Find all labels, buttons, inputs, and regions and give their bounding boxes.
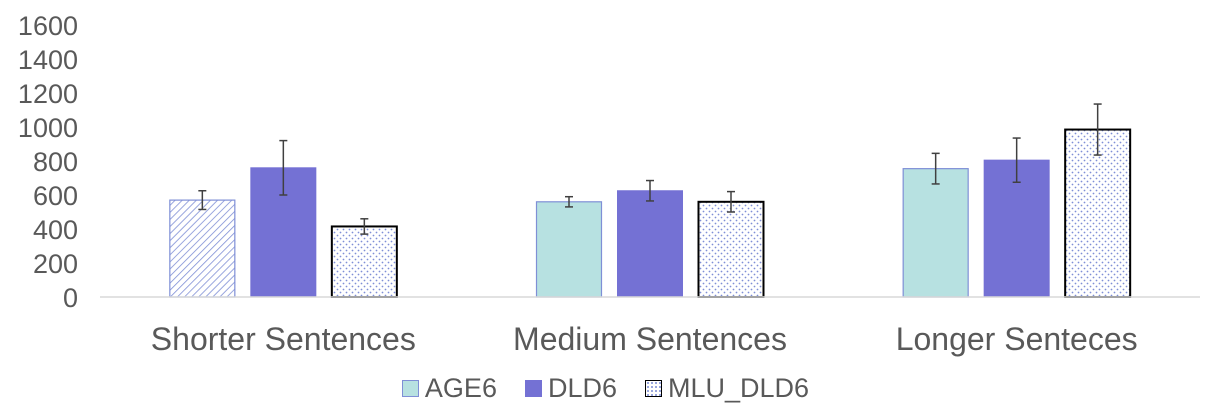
legend-label-dld6: DLD6: [547, 372, 617, 403]
bar-age6: [169, 199, 236, 298]
legend: AGE6 DLD6 MLU_DLD6: [0, 372, 1211, 404]
x-category-label: Longer Senteces: [896, 321, 1138, 357]
error-bar: [1012, 137, 1021, 183]
y-tick-label: 200: [33, 249, 78, 279]
error-bar: [279, 139, 288, 196]
legend-item-mlu-dld6: MLU_DLD6: [645, 372, 810, 403]
y-tick-label: 1400: [18, 45, 78, 75]
y-tick-label: 600: [33, 181, 78, 211]
y-tick-label: 1000: [18, 113, 78, 143]
legend-label-mlu-dld6: MLU_DLD6: [668, 372, 810, 403]
bars: [169, 128, 1132, 298]
legend-swatch-age6: [401, 379, 419, 397]
error-bar: [646, 179, 654, 202]
legend-item-age6: AGE6: [401, 372, 497, 403]
error-bars: [198, 103, 1102, 235]
error-bar: [727, 190, 735, 213]
bar-dld6: [617, 190, 683, 298]
x-axis-labels: Shorter Sentences Medium Sentences Longer …: [151, 321, 1138, 357]
error-bar: [1093, 103, 1102, 156]
bar-mlu-dld6: [330, 225, 398, 298]
y-tick-label: 1600: [18, 11, 78, 41]
legend-item-dld6: DLD6: [524, 372, 617, 403]
legend-swatch-dld6: [524, 379, 542, 397]
error-bar: [931, 152, 940, 185]
y-tick-label: 0: [63, 283, 78, 313]
error-bar: [565, 195, 573, 208]
error-bar: [198, 190, 207, 211]
legend-label-age6: AGE6: [424, 372, 497, 403]
error-bar: [360, 218, 369, 235]
y-tick-label: 800: [33, 147, 78, 177]
bar-age6: [902, 168, 969, 298]
y-axis-ticks: 0 200 400 600 800 1000 1200 1400 1600: [18, 11, 78, 313]
x-category-label: Shorter Sentences: [151, 321, 416, 357]
bar-age6: [535, 201, 603, 298]
legend-swatch-mlu-dld6: [645, 379, 662, 397]
y-tick-label: 1200: [18, 79, 78, 109]
bar-mlu-dld6: [697, 200, 765, 298]
y-tick-label: 400: [33, 215, 78, 245]
x-category-label: Medium Sentences: [513, 321, 787, 357]
